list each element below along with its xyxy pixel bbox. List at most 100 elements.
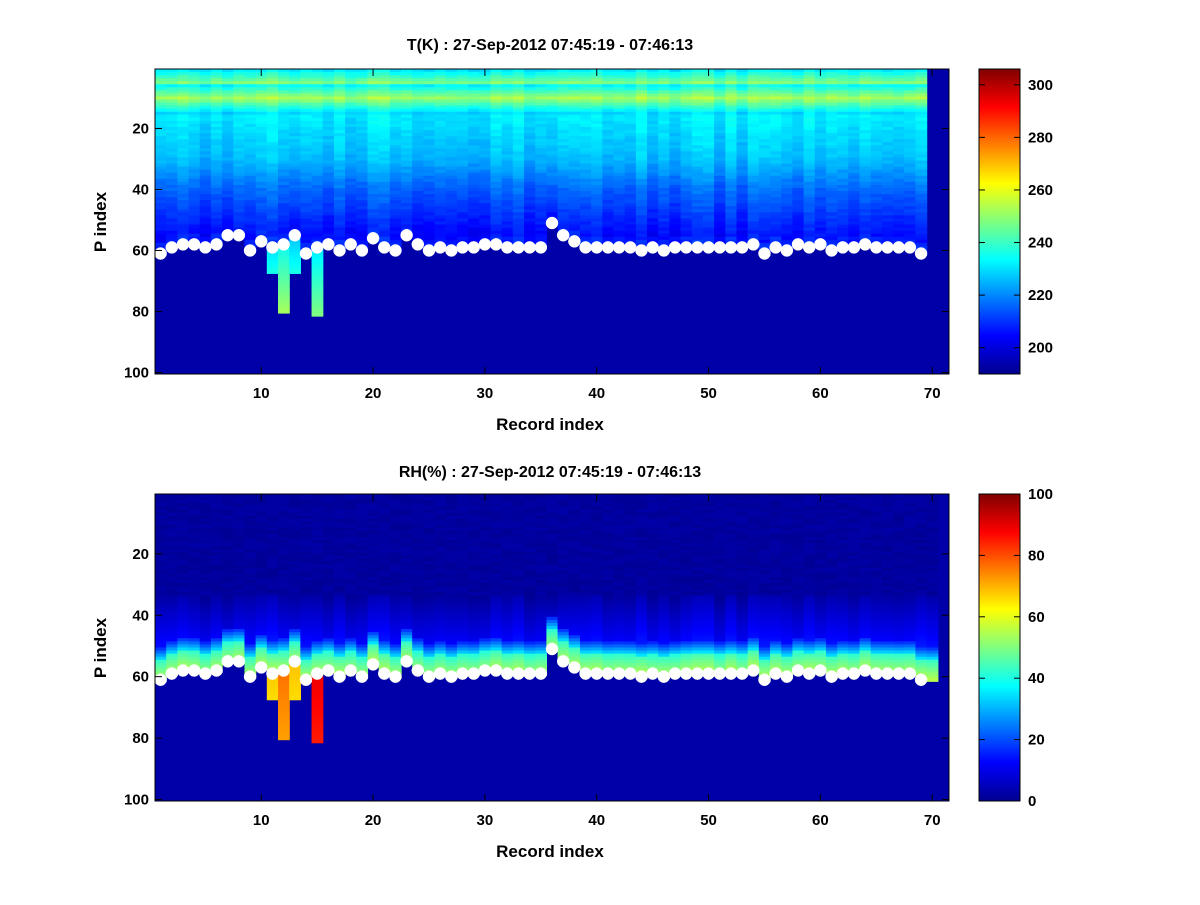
temperature-surface-marker: [389, 244, 401, 256]
temperature-x-tick-label: 60: [812, 385, 829, 402]
temperature-heatmap-column: [513, 69, 525, 250]
temperature-surface-marker: [591, 241, 603, 253]
humidity-heatmap-column: [278, 494, 290, 740]
temperature-heatmap-column: [334, 69, 346, 253]
humidity-heatmap-column: [222, 494, 234, 663]
temperature-x-tick-label: 70: [924, 385, 941, 402]
temperature-surface-marker: [367, 232, 379, 244]
temperature-surface-marker: [624, 241, 636, 253]
humidity-heatmap-column: [166, 494, 178, 676]
temperature-heatmap-column: [401, 69, 413, 237]
temperature-x-tick-label: 20: [365, 385, 382, 402]
temperature-surface-marker: [300, 248, 312, 260]
temperature-surface-marker: [423, 244, 435, 256]
temperature-heatmap-column: [502, 69, 514, 250]
temperature-heatmap-column: [457, 69, 469, 250]
temperature-heatmap-column: [826, 69, 838, 253]
temperature-heatmap-column: [569, 69, 581, 243]
temperature-surface-marker: [870, 241, 882, 253]
temperature-surface-marker: [602, 241, 614, 253]
temperature-heatmap-cell: [267, 270, 279, 274]
temperature-y-label: P index: [91, 191, 110, 252]
temperature-surface-marker: [199, 241, 211, 253]
temperature-surface-marker: [233, 229, 245, 241]
temperature-surface-marker: [691, 241, 703, 253]
temperature-heatmap-column: [580, 69, 592, 250]
temperature-surface-marker: [859, 238, 871, 250]
temperature-colorbar-tick-label: 300: [1028, 77, 1053, 94]
humidity-heatmap-column: [189, 494, 201, 673]
temperature-surface-marker: [557, 229, 569, 241]
temperature-surface-marker: [177, 238, 189, 250]
temperature-y-tick-label: 80: [132, 303, 149, 320]
temperature-heatmap-column: [367, 69, 379, 240]
temperature-heatmap-column: [815, 69, 827, 247]
temperature-surface-marker: [747, 238, 759, 250]
temperature-heatmap-column: [692, 69, 704, 250]
temperature-heatmap-column: [658, 69, 670, 253]
temperature-heatmap-column: [379, 69, 391, 250]
temperature-surface-marker: [837, 241, 849, 253]
temperature-heatmap-column: [647, 69, 659, 250]
temperature-heatmap-column: [524, 69, 536, 250]
humidity-heatmap-column: [244, 494, 256, 679]
temperature-x-tick-label: 50: [700, 385, 717, 402]
temperature-surface-marker: [401, 229, 413, 241]
temperature-title: T(K) : 27-Sep-2012 07:45:19 - 07:46:13: [407, 37, 693, 54]
temperature-heatmap-column: [356, 69, 368, 253]
temperature-heatmap-column: [770, 69, 782, 250]
temperature-heatmap-column: [602, 69, 614, 250]
temperature-surface-marker: [635, 244, 647, 256]
temperature-surface-marker: [188, 238, 200, 250]
temperature-heatmap-column: [345, 69, 357, 247]
temperature-surface-marker: [345, 238, 357, 250]
temperature-surface-marker: [792, 238, 804, 250]
temperature-surface-marker: [848, 241, 860, 253]
temperature-surface-marker: [669, 241, 681, 253]
temperature-heatmap-column: [725, 69, 737, 250]
temperature-heatmap-column: [278, 69, 290, 314]
temperature-heatmap-column: [837, 69, 849, 250]
temperature-surface-marker: [311, 241, 323, 253]
temperature-heatmap-column: [446, 69, 458, 253]
temperature-surface-marker: [613, 241, 625, 253]
temperature-heatmap-column: [233, 69, 245, 237]
temperature-surface-marker: [803, 241, 815, 253]
temperature-surface-marker: [479, 238, 491, 250]
temperature-heatmap-column: [535, 69, 547, 250]
temperature-colorbar-tick-label: 220: [1028, 287, 1053, 304]
temperature-heatmap-column: [289, 69, 301, 274]
temperature-heatmap-column: [848, 69, 860, 250]
temperature-heatmap-column: [558, 69, 570, 237]
humidity-heatmap-cell: [267, 697, 279, 701]
temperature-heatmap-column: [189, 69, 201, 247]
temperature-surface-marker: [244, 244, 256, 256]
temperature-colorbar-tick-label: 200: [1028, 340, 1053, 357]
temperature-x-tick-label: 40: [588, 385, 605, 402]
humidity-heatmap-column: [177, 494, 189, 673]
temperature-panel: T(K) : 27-Sep-2012 07:45:19 - 07:46:13 1…: [91, 37, 1053, 434]
temperature-heatmap-column: [222, 69, 234, 237]
temperature-heatmap-column: [904, 69, 916, 250]
temperature-heatmap-column: [423, 69, 435, 253]
temperature-surface-marker: [881, 241, 893, 253]
temperature-surface-marker: [255, 235, 267, 247]
temperature-surface-marker: [826, 244, 838, 256]
temperature-heatmap-column: [244, 69, 256, 253]
temperature-heatmap-column: [636, 69, 648, 253]
temperature-surface-marker: [322, 238, 334, 250]
temperature-y-tick-label: 20: [132, 120, 149, 137]
temperature-heatmap-column: [256, 69, 268, 243]
temperature-surface-marker: [501, 241, 513, 253]
temperature-surface-marker: [222, 229, 234, 241]
humidity-heatmap-column: [211, 494, 223, 673]
temperature-heatmap-column: [893, 69, 905, 250]
temperature-surface-marker: [457, 241, 469, 253]
temperature-heatmap-column: [211, 69, 223, 247]
temperature-heatmap-column: [300, 69, 312, 256]
temperature-heatmap-column: [748, 69, 760, 247]
temperature-heatmap-column: [792, 69, 804, 247]
temperature-heatmap-column: [681, 69, 693, 250]
